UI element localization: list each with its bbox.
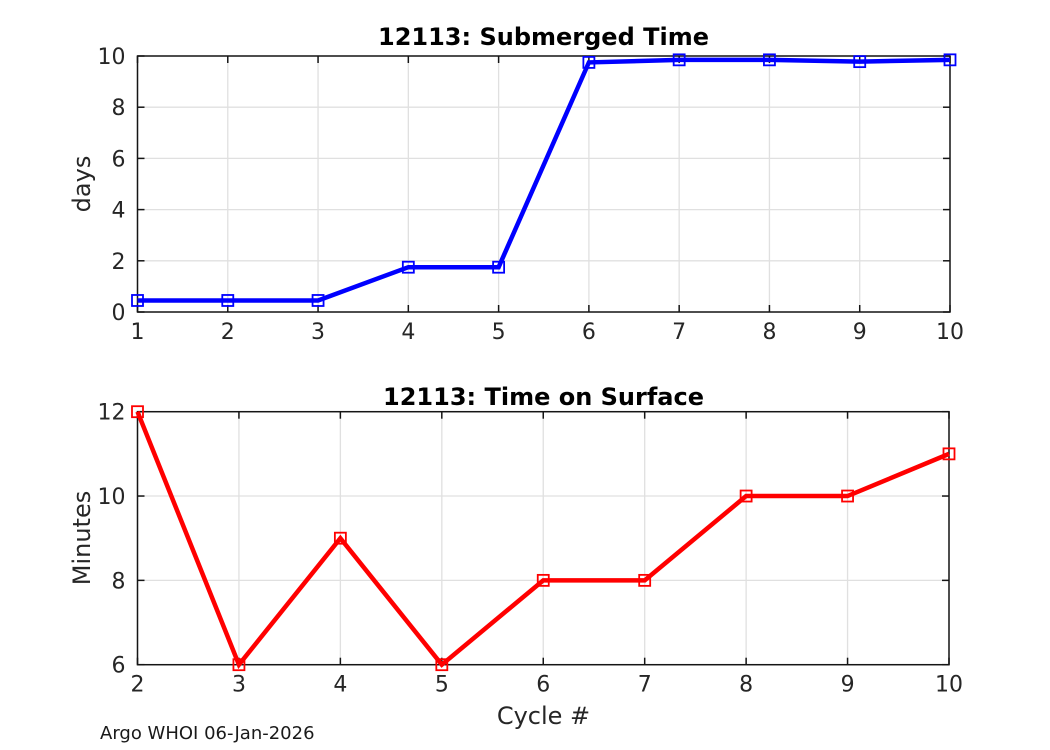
- x-tick-label: 10: [936, 320, 964, 345]
- data-point-marker: [942, 447, 956, 461]
- time-on-surface-title: 12113: Time on Surface: [383, 383, 704, 411]
- data-line: [137, 57, 951, 303]
- data-line: [135, 410, 950, 670]
- x-tick-label: 7: [638, 673, 652, 698]
- y-tick-label: 0: [112, 301, 126, 326]
- data-point-marker: [435, 658, 449, 672]
- y-tick-label: 6: [112, 147, 126, 172]
- data-point-marker: [739, 489, 753, 503]
- data-point-marker: [131, 294, 144, 307]
- x-tick-label: 8: [762, 320, 776, 345]
- data-point-marker: [492, 260, 506, 274]
- data-point-marker: [221, 294, 235, 307]
- y-tick-label: 8: [112, 96, 126, 121]
- x-tick-label: 5: [492, 320, 506, 345]
- y-tick-label: 10: [98, 45, 126, 70]
- submerged-time-title: 12113: Submerged Time: [378, 23, 709, 51]
- y-tick-label: 6: [112, 654, 126, 679]
- data-point-marker: [841, 489, 854, 503]
- y-tick-label: 12: [98, 401, 126, 426]
- data-point-marker: [232, 658, 246, 672]
- x-tick-label: 6: [536, 673, 550, 698]
- data-point-marker: [943, 53, 957, 67]
- x-tick-label: 4: [401, 320, 415, 345]
- x-tick-label: 3: [311, 320, 325, 345]
- x-tick-label: 9: [841, 673, 855, 698]
- x-tick-label: 10: [935, 673, 963, 698]
- data-point-marker: [536, 573, 550, 587]
- x-tick-label: 8: [739, 673, 753, 698]
- data-point-marker: [582, 56, 596, 69]
- y-tick-label: 10: [98, 485, 126, 510]
- data-point-marker: [311, 294, 325, 307]
- x-tick-label: 6: [582, 320, 596, 345]
- x-tick-label: 2: [221, 320, 235, 345]
- y-tick-label: 2: [112, 250, 126, 275]
- data-point-marker: [763, 53, 776, 67]
- axis-box: [136, 55, 951, 313]
- data-point-marker: [401, 260, 415, 274]
- data-point-marker: [672, 53, 686, 67]
- x-tick-label: 4: [333, 673, 347, 698]
- y-tick-label: 4: [112, 199, 126, 224]
- x-tick-label: 9: [853, 320, 867, 345]
- data-point-marker: [131, 405, 144, 419]
- x-tick-label: 5: [435, 673, 449, 698]
- y-tick-label: 8: [112, 569, 126, 594]
- data-point-marker: [638, 573, 652, 587]
- x-tick-label: 1: [131, 320, 145, 345]
- x-axis-label-cycle: Cycle #: [496, 702, 591, 730]
- x-tick-label: 2: [131, 673, 145, 698]
- data-point-marker: [333, 531, 347, 545]
- figure-footer-text: Argo WHOI 06-Jan-2026: [100, 723, 315, 744]
- x-tick-label: 7: [672, 320, 686, 345]
- data-point-marker: [853, 55, 867, 69]
- x-tick-label: 3: [232, 673, 246, 698]
